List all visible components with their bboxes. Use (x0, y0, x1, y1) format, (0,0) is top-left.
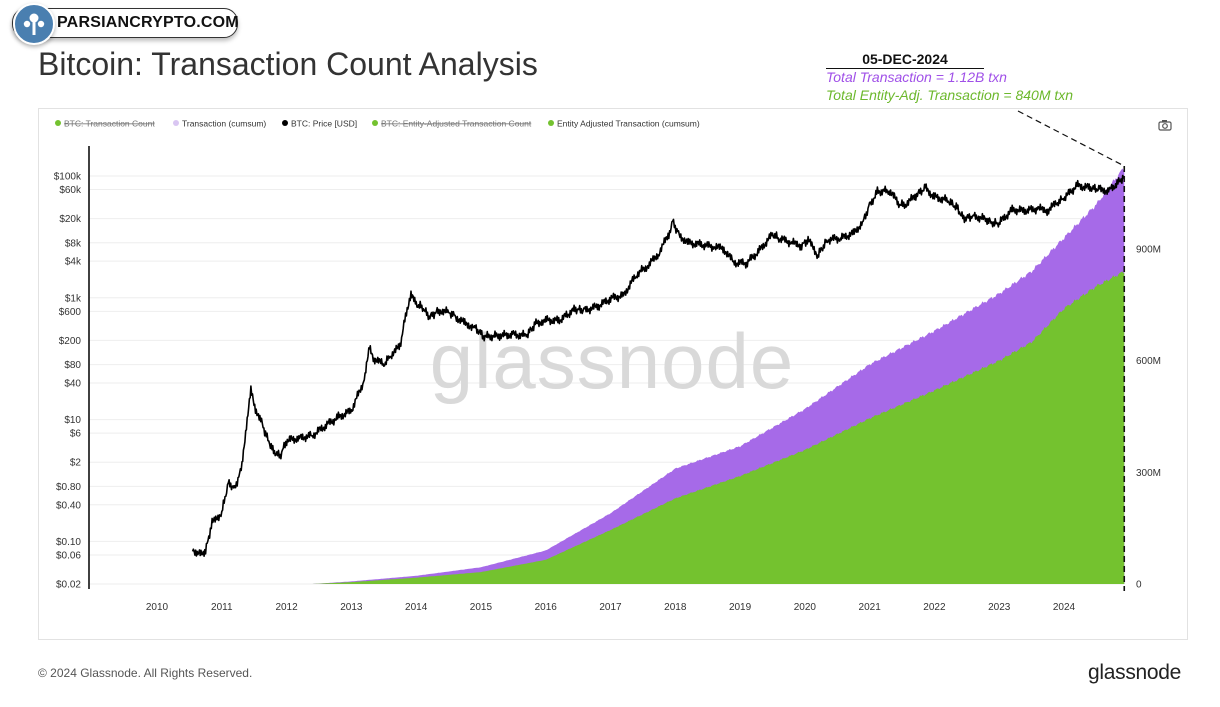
x-tick-label-2024: 2024 (1053, 602, 1076, 613)
legend-label-4: Entity Adjusted Transaction (cumsum) (557, 119, 700, 129)
chart-areas (312, 168, 1125, 584)
chart-legend[interactable]: BTC: Transaction Count Transaction (cumsu… (55, 119, 700, 129)
x-tick-label-2016: 2016 (535, 602, 558, 613)
series-area-entity-adjusted-cumsum (312, 271, 1125, 584)
x-tick-label-2011: 2011 (211, 602, 233, 613)
x-tick-label-2022: 2022 (923, 602, 946, 613)
left-tick-label-0: $100k (54, 172, 82, 183)
date-marker-leader (1017, 110, 1125, 167)
left-axis-ticks: $100k $60k $20k $8k $4k $1k $600 $200 $80 $40 $10 $… (54, 172, 82, 591)
annotation-date: 05-DEC-2024 (826, 51, 984, 69)
left-tick-label-11: $6 (70, 429, 82, 440)
date-marker (1017, 110, 1126, 591)
legend-label-2: BTC: Price [USD] (291, 119, 357, 129)
legend-item-1[interactable]: Transaction (cumsum) (173, 119, 266, 129)
left-tick-label-17: $0.02 (56, 580, 81, 591)
legend-swatch-1 (173, 120, 179, 126)
x-tick-label-2014: 2014 (405, 602, 428, 613)
legend-item-4[interactable]: Entity Adjusted Transaction (cumsum) (548, 119, 700, 129)
left-tick-label-10: $10 (64, 415, 81, 426)
x-tick-label-2017: 2017 (599, 602, 622, 613)
left-tick-label-9: $40 (64, 378, 81, 389)
watermark: glassnode (430, 317, 795, 405)
legend-item-0[interactable]: BTC: Transaction Count (55, 119, 155, 129)
left-tick-label-5: $1k (65, 293, 82, 304)
left-tick-label-15: $0.10 (56, 537, 81, 548)
right-tick-label-3: 900M (1136, 245, 1161, 256)
left-tick-label-8: $80 (64, 360, 81, 371)
x-tick-label-2013: 2013 (340, 602, 363, 613)
legend-label-3: BTC: Entity-Adjusted Transaction Count (381, 119, 532, 129)
left-tick-label-3: $8k (65, 238, 82, 249)
left-tick-label-7: $200 (59, 336, 82, 347)
legend-swatch-3 (372, 120, 378, 126)
x-tick-label-2018: 2018 (664, 602, 687, 613)
left-tick-label-1: $60k (59, 185, 82, 196)
legend-swatch-4 (548, 120, 554, 126)
page-title: Bitcoin: Transaction Count Analysis (38, 46, 538, 82)
x-tick-label-2015: 2015 (470, 602, 493, 613)
left-tick-label-2: $20k (59, 214, 82, 225)
chart-lines (191, 174, 1126, 557)
right-tick-label-1: 300M (1136, 468, 1161, 479)
x-tick-label-2010: 2010 (146, 602, 169, 613)
left-tick-label-14: $0.40 (56, 500, 81, 511)
footer-glassnode-logo: glassnode (1088, 661, 1182, 684)
right-tick-label-0: 0 (1136, 580, 1142, 591)
annotation-entity-transaction: Total Entity-Adj. Transaction = 840M txn (826, 87, 1074, 103)
legend-label-0: BTC: Transaction Count (64, 119, 155, 129)
x-tick-label-2019: 2019 (729, 602, 752, 613)
x-axis-ticks: 2010 2011 2012 2013 2014 2015 2016 2017 2018 2019… (146, 602, 1076, 613)
legend-swatch-0 (55, 120, 61, 126)
legend-swatch-2 (282, 120, 288, 126)
camera-icon[interactable] (1158, 120, 1172, 131)
site-badge: PARSIANCRYPTO.COM (12, 3, 239, 45)
footer-copyright: © 2024 Glassnode. All Rights Reserved. (38, 666, 253, 680)
x-tick-label-2023: 2023 (988, 602, 1011, 613)
left-tick-label-16: $0.06 (56, 550, 81, 561)
left-tick-label-4: $4k (65, 257, 82, 268)
x-tick-label-2020: 2020 (794, 602, 817, 613)
left-tick-label-13: $0.80 (56, 482, 81, 493)
series-line-btc-price (191, 174, 1126, 557)
annotation-total-transaction: Total Transaction = 1.12B txn (826, 69, 1007, 85)
x-tick-label-2012: 2012 (275, 602, 298, 613)
left-tick-label-6: $600 (59, 307, 82, 318)
site-badge-text: PARSIANCRYPTO.COM (57, 14, 239, 31)
legend-label-1: Transaction (cumsum) (182, 119, 266, 129)
legend-item-3[interactable]: BTC: Entity-Adjusted Transaction Count (372, 119, 532, 129)
right-axis-ticks: 0 300M 600M 900M (1136, 245, 1161, 591)
left-tick-label-12: $2 (70, 458, 82, 469)
tree-logo-icon (13, 3, 55, 45)
x-tick-label-2021: 2021 (859, 602, 882, 613)
legend-item-2[interactable]: BTC: Price [USD] (282, 119, 357, 129)
right-tick-label-2: 600M (1136, 356, 1161, 367)
